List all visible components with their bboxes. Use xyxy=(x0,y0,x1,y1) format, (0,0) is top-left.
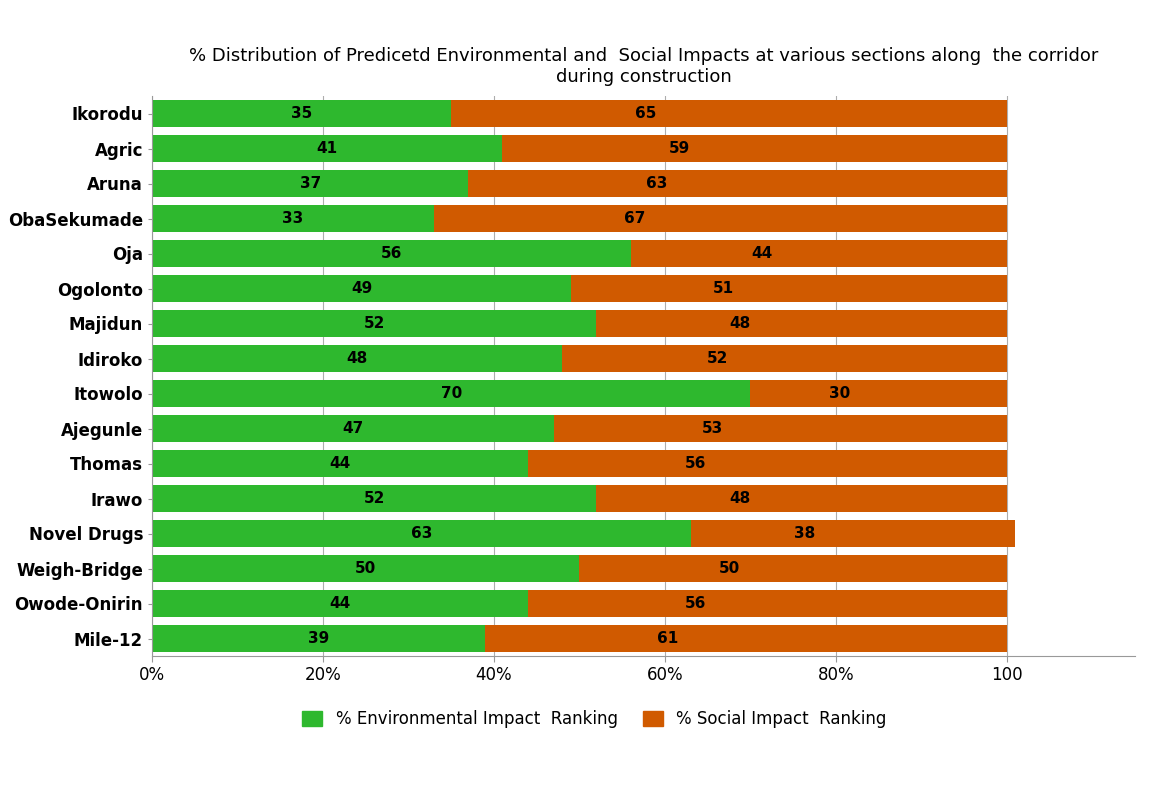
Bar xyxy=(468,170,1006,197)
Text: 63: 63 xyxy=(646,176,667,191)
Text: 37: 37 xyxy=(300,176,321,191)
Bar xyxy=(152,520,690,546)
Text: 49: 49 xyxy=(351,281,372,296)
Bar xyxy=(152,135,502,162)
Legend: % Environmental Impact  Ranking, % Social Impact  Ranking: % Environmental Impact Ranking, % Social… xyxy=(296,703,893,734)
Bar xyxy=(152,486,597,512)
Title: % Distribution of Predicetd Environmental and  Social Impacts at various section: % Distribution of Predicetd Environmenta… xyxy=(188,47,1099,86)
Text: 59: 59 xyxy=(668,141,689,156)
Bar xyxy=(528,450,1006,477)
Bar xyxy=(434,206,1006,232)
Bar xyxy=(152,275,571,302)
Bar xyxy=(152,170,468,197)
Text: 50: 50 xyxy=(718,561,739,576)
Text: 51: 51 xyxy=(713,281,734,296)
Text: 48: 48 xyxy=(729,491,751,506)
Text: 48: 48 xyxy=(729,316,751,331)
Text: 39: 39 xyxy=(308,631,330,646)
Bar xyxy=(563,346,1006,372)
Text: 56: 56 xyxy=(684,456,707,471)
Text: 33: 33 xyxy=(282,211,304,226)
Text: 50: 50 xyxy=(356,561,377,576)
Text: 67: 67 xyxy=(624,211,645,226)
Text: 41: 41 xyxy=(317,141,338,156)
Bar xyxy=(597,310,1006,337)
Bar xyxy=(502,135,1006,162)
Text: 61: 61 xyxy=(658,631,679,646)
Text: 38: 38 xyxy=(793,526,814,541)
Text: 52: 52 xyxy=(707,351,729,366)
Text: 63: 63 xyxy=(411,526,432,541)
Text: 65: 65 xyxy=(635,106,656,121)
Bar xyxy=(152,380,750,406)
Text: 56: 56 xyxy=(380,246,402,261)
Bar xyxy=(152,450,528,477)
Text: 44: 44 xyxy=(330,456,351,471)
Text: 70: 70 xyxy=(441,386,462,401)
Text: 44: 44 xyxy=(330,596,351,611)
Bar xyxy=(152,626,486,652)
Bar xyxy=(152,100,452,126)
Text: 30: 30 xyxy=(830,386,851,401)
Bar xyxy=(750,380,1006,406)
Bar xyxy=(152,555,579,582)
Bar xyxy=(152,310,597,337)
Bar xyxy=(152,206,434,232)
Bar xyxy=(528,590,1006,617)
Text: 35: 35 xyxy=(291,106,312,121)
Bar xyxy=(579,555,1006,582)
Bar xyxy=(152,346,563,372)
Text: 48: 48 xyxy=(346,351,367,366)
Bar xyxy=(452,100,1006,126)
Bar xyxy=(486,626,1006,652)
Bar xyxy=(597,486,1006,512)
Text: 56: 56 xyxy=(684,596,707,611)
Text: 52: 52 xyxy=(364,491,385,506)
Bar xyxy=(571,275,1006,302)
Bar xyxy=(690,520,1016,546)
Bar xyxy=(152,415,553,442)
Bar xyxy=(631,240,1006,266)
Bar xyxy=(152,590,528,617)
Text: 53: 53 xyxy=(702,421,723,436)
Bar xyxy=(553,415,1006,442)
Text: 47: 47 xyxy=(343,421,364,436)
Text: 52: 52 xyxy=(364,316,385,331)
Text: 44: 44 xyxy=(751,246,773,261)
Bar xyxy=(152,240,631,266)
